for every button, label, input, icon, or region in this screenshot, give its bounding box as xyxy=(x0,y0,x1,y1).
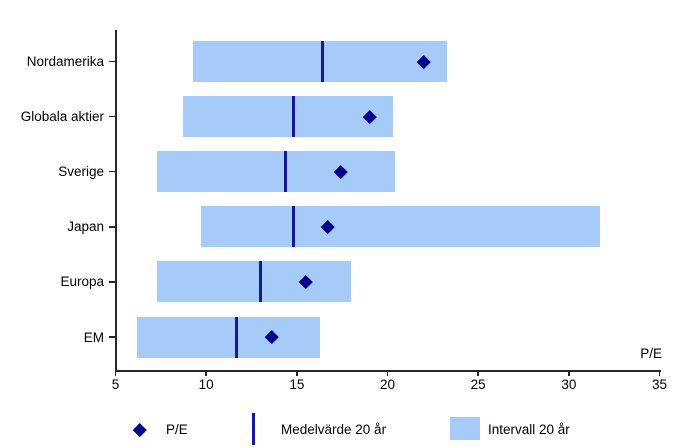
category-tick-mark xyxy=(108,60,116,63)
category-label: Nordamerika xyxy=(26,54,104,69)
legend-box-icon xyxy=(450,417,480,440)
mean-line xyxy=(259,261,263,303)
x-axis-tick xyxy=(205,371,207,376)
category-label: Globala aktier xyxy=(20,109,104,125)
interval-bar xyxy=(137,316,321,358)
category-label: Japan xyxy=(67,219,104,235)
x-axis-tick-label: 5 xyxy=(111,377,120,392)
x-axis-title: P/E xyxy=(640,346,662,361)
interval-bar xyxy=(157,261,352,303)
x-axis-tick-label: 30 xyxy=(561,377,577,392)
x-axis-tick xyxy=(386,371,389,376)
x-axis-tick xyxy=(658,371,661,376)
x-axis-line xyxy=(115,370,661,372)
x-axis-tick xyxy=(114,371,117,376)
category-tick-mark xyxy=(108,170,116,173)
x-axis-tick xyxy=(296,371,298,376)
category-label: EM xyxy=(83,329,104,345)
legend-diamond-icon xyxy=(133,422,147,437)
x-axis-tick-label: 35 xyxy=(651,377,668,392)
category-tick-mark xyxy=(108,115,116,118)
category-tick-mark xyxy=(108,336,116,338)
category-label: Sverige xyxy=(58,164,104,180)
x-axis-tick-label: 10 xyxy=(198,377,214,392)
mean-line xyxy=(291,96,295,138)
legend-vline-icon xyxy=(251,413,255,445)
x-axis-tick-label: 25 xyxy=(470,377,486,392)
y-axis-line xyxy=(115,30,117,371)
x-axis-tick xyxy=(568,371,570,376)
x-axis-tick xyxy=(477,371,479,376)
mean-line xyxy=(291,206,295,248)
legend-label-mean: Medelvärde 20 år xyxy=(281,422,387,437)
x-axis-tick-label: 20 xyxy=(379,377,396,392)
legend-label-interval: Intervall 20 år xyxy=(488,422,570,437)
interval-bar xyxy=(193,41,448,82)
legend-label-pe: P/E xyxy=(166,422,188,437)
mean-line xyxy=(284,151,288,193)
category-label: Europa xyxy=(60,274,104,290)
interval-bar xyxy=(182,96,393,138)
interval-bar xyxy=(200,206,600,248)
mean-line xyxy=(235,316,239,358)
x-axis-tick-label: 15 xyxy=(289,377,305,392)
category-tick-mark xyxy=(108,226,116,228)
interval-bar xyxy=(157,151,395,193)
mean-line xyxy=(320,41,324,82)
category-tick-mark xyxy=(108,281,116,283)
